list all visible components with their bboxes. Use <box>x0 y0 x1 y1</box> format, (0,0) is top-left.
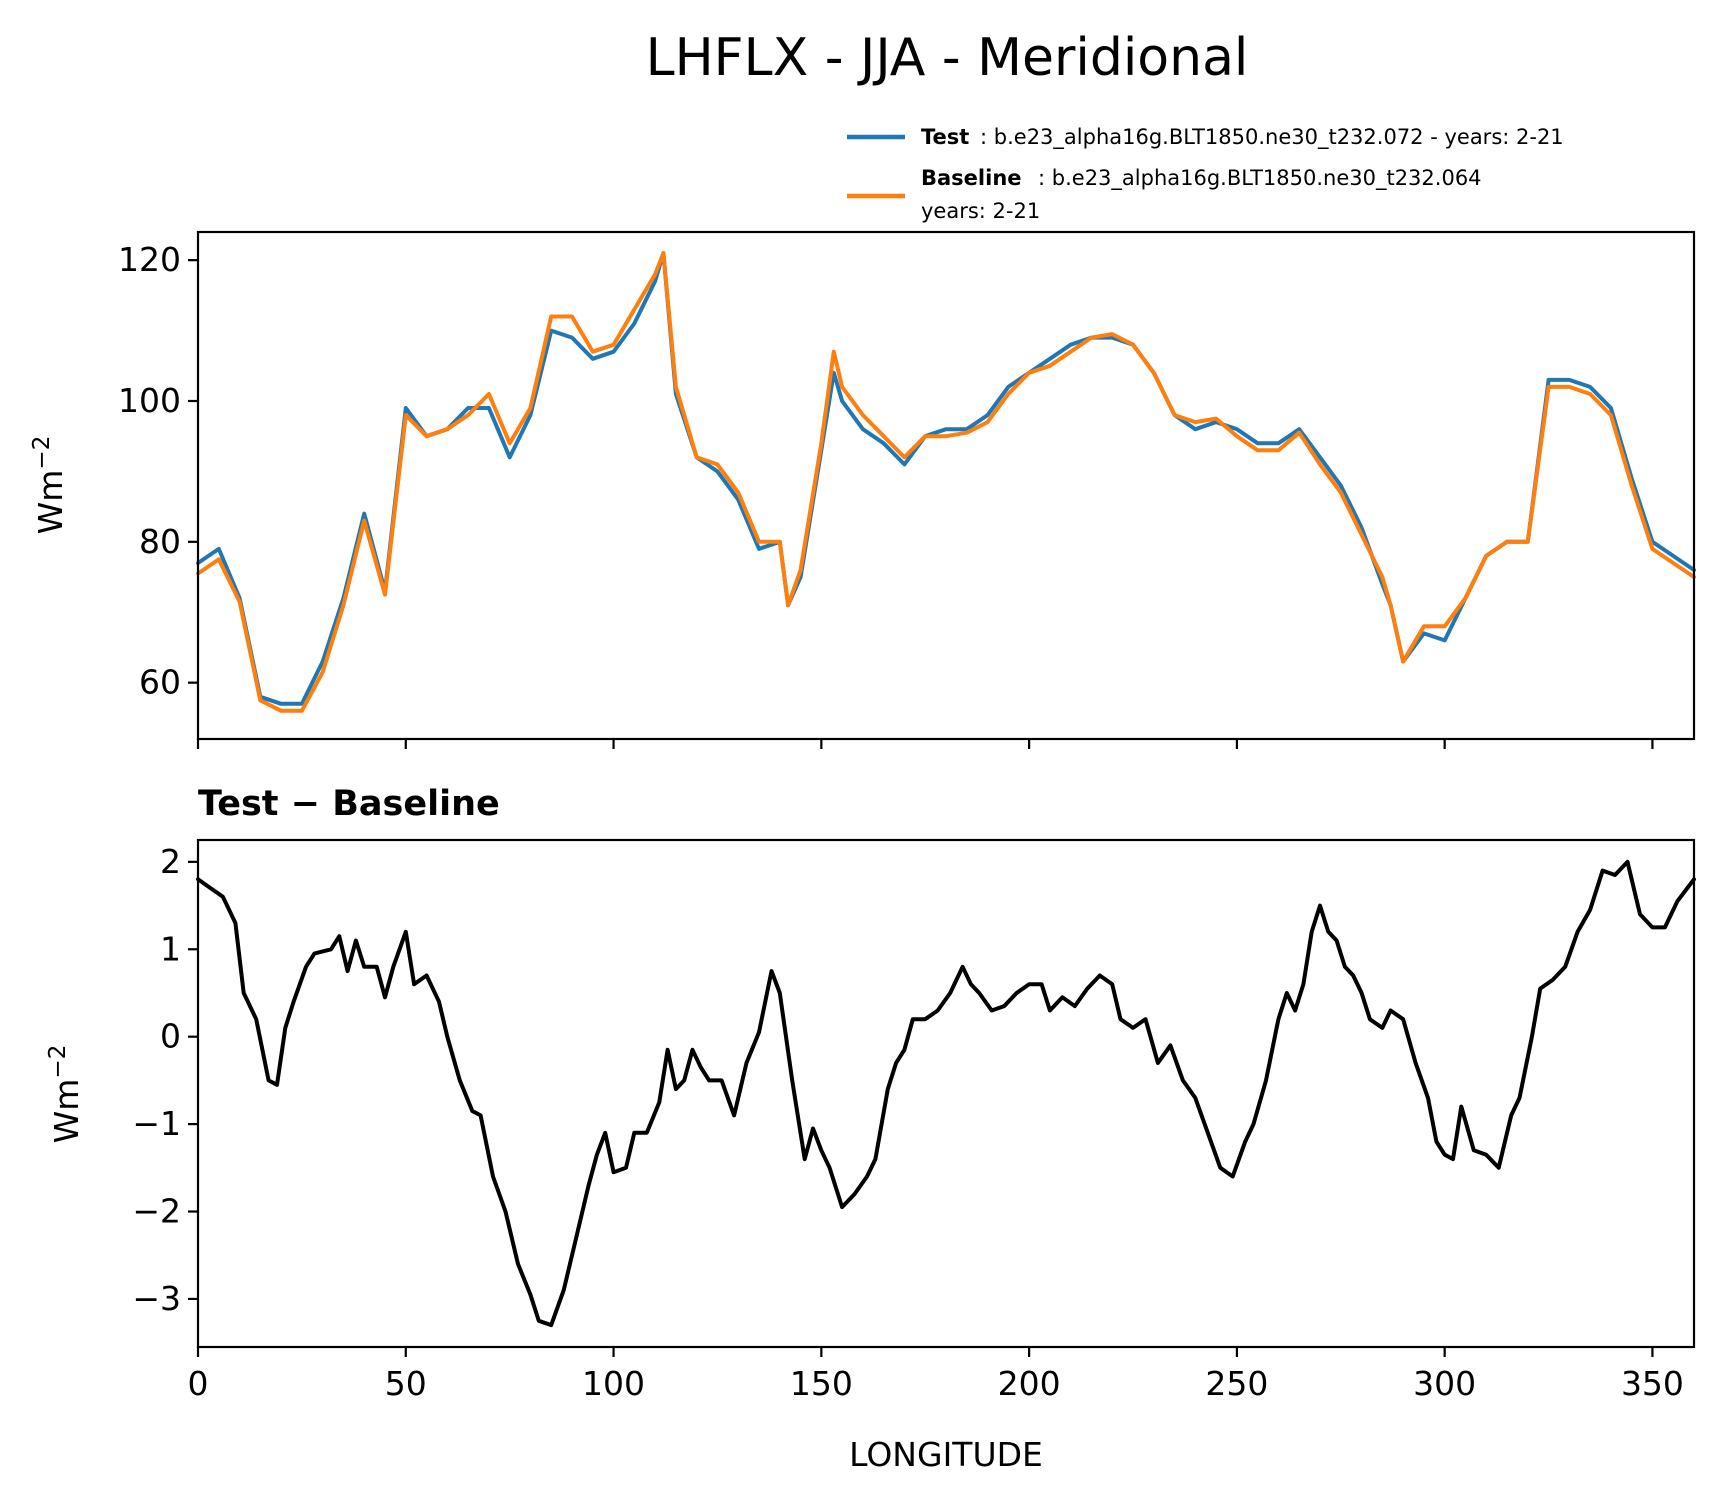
x-tick-label: 200 <box>998 1364 1061 1403</box>
y-tick-label: −1 <box>132 1104 181 1143</box>
legend-baseline-name: Baseline <box>921 166 1022 190</box>
bottom-panel: Test − Baseline −3 −2 −1 0 1 2 0 50 100 150 200 25… <box>45 784 1696 1474</box>
series-line-test <box>196 251 1696 706</box>
bottom-panel-title: Test − Baseline <box>198 784 500 824</box>
x-tick-label: 0 <box>188 1364 209 1403</box>
legend-test-label-text: b.e23_alpha16g.BLT1850.ne30_t232.072 - y… <box>994 125 1564 150</box>
y-tick-label: 60 <box>139 663 181 702</box>
bottom-y-ticks: −3 −2 −1 0 1 2 <box>132 842 198 1318</box>
top-series-group <box>196 251 1696 713</box>
y-tick-label: 100 <box>118 381 181 420</box>
x-axis-label: LONGITUDE <box>849 1435 1043 1474</box>
y-tick-label: 2 <box>160 842 181 881</box>
legend-baseline-label: : b.e23_alpha16g.BLT1850.ne30_t232.064 <box>1038 166 1482 191</box>
top-panel: 60 80 100 120 Wm−2 <box>29 230 1696 749</box>
series-line-difference <box>196 859 1696 1328</box>
bottom-series-group <box>196 859 1696 1328</box>
top-x-ticks <box>196 739 1654 749</box>
y-tick-label: 0 <box>160 1017 181 1056</box>
series-line-baseline <box>196 251 1696 713</box>
x-tick-label: 250 <box>1205 1364 1268 1403</box>
legend-baseline-label-text: b.e23_alpha16g.BLT1850.ne30_t232.064 <box>1052 166 1482 191</box>
y-tick-label: −3 <box>132 1279 181 1318</box>
legend-baseline-label-line2: years: 2-21 <box>921 199 1040 223</box>
x-tick-label: 100 <box>582 1364 645 1403</box>
x-tick-label: 350 <box>1621 1364 1684 1403</box>
legend-test-name: Test <box>921 125 969 149</box>
y-tick-label: 1 <box>160 929 181 968</box>
x-tick-label: 300 <box>1413 1364 1476 1403</box>
legend: Test : b.e23_alpha16g.BLT1850.ne30_t232.… <box>847 125 1564 223</box>
legend-test-label: : b.e23_alpha16g.BLT1850.ne30_t232.072 -… <box>980 125 1564 150</box>
bottom-y-axis-label-base: Wm <box>47 1079 86 1144</box>
chart-title: LHFLX - JJA - Meridional <box>646 28 1249 88</box>
x-tick-label: 150 <box>790 1364 853 1403</box>
top-y-ticks: 60 80 100 120 <box>118 240 198 702</box>
top-plot-frame <box>196 230 1696 741</box>
y-tick-label: −2 <box>132 1192 181 1231</box>
bottom-plot-frame <box>196 838 1696 1349</box>
y-tick-label: 80 <box>139 522 181 561</box>
y-tick-label: 120 <box>118 240 181 279</box>
bottom-y-axis-label: Wm−2 <box>45 1045 86 1144</box>
top-y-axis-label-base: Wm <box>31 470 70 535</box>
x-tick-label: 50 <box>385 1364 427 1403</box>
bottom-x-ticks: 0 50 100 150 200 250 300 350 <box>188 1347 1684 1403</box>
bottom-y-axis-label-exp: −2 <box>45 1045 71 1079</box>
top-y-axis-label: Wm−2 <box>29 436 70 535</box>
top-y-axis-label-exp: −2 <box>29 436 55 470</box>
